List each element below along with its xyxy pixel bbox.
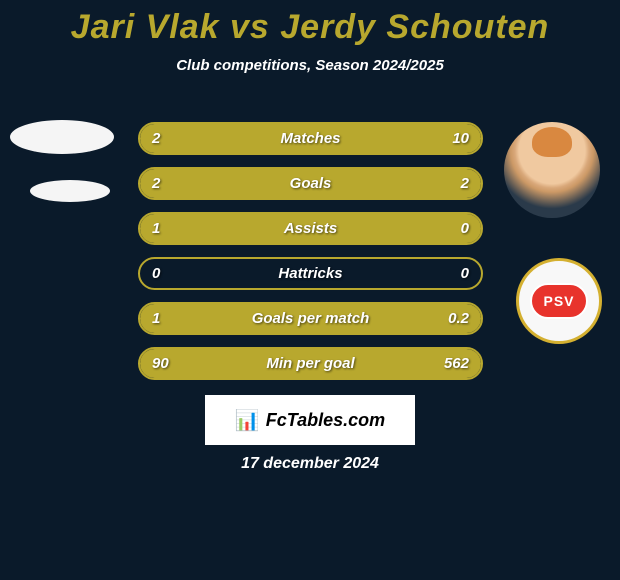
stat-label: Assists: [140, 220, 481, 237]
comparison-subtitle: Club competitions, Season 2024/2025: [0, 57, 620, 74]
stat-value-right: 0: [461, 220, 469, 237]
stat-value-right: 2: [461, 175, 469, 192]
stat-value-right: 562: [444, 355, 469, 372]
stat-row: 90Min per goal562: [138, 347, 483, 380]
chart-icon: 📊: [235, 408, 260, 433]
club-right-badge: PSV: [516, 258, 602, 344]
stat-label: Goals per match: [140, 310, 481, 327]
stat-row: 2Matches10: [138, 122, 483, 155]
player-left-avatar: [10, 120, 114, 154]
stats-table: 2Matches102Goals21Assists00Hattricks01Go…: [138, 122, 483, 392]
stat-label: Hattricks: [140, 265, 481, 282]
club-left-badge: [30, 180, 110, 202]
stat-row: 2Goals2: [138, 167, 483, 200]
stat-value-right: 0: [461, 265, 469, 282]
attribution-banner: 📊 FcTables.com: [205, 395, 415, 445]
stat-label: Matches: [140, 130, 481, 147]
attribution-text: FcTables.com: [266, 410, 385, 431]
stat-row: 1Assists0: [138, 212, 483, 245]
stat-value-right: 10: [452, 130, 469, 147]
stat-label: Goals: [140, 175, 481, 192]
stat-row: 0Hattricks0: [138, 257, 483, 290]
stat-row: 1Goals per match0.2: [138, 302, 483, 335]
stat-label: Min per goal: [140, 355, 481, 372]
club-right-badge-text: PSV: [530, 283, 588, 319]
comparison-date: 17 december 2024: [0, 455, 620, 473]
stat-value-right: 0.2: [448, 310, 469, 327]
player-right-avatar: [504, 122, 600, 218]
comparison-title: Jari Vlak vs Jerdy Schouten: [0, 0, 620, 47]
